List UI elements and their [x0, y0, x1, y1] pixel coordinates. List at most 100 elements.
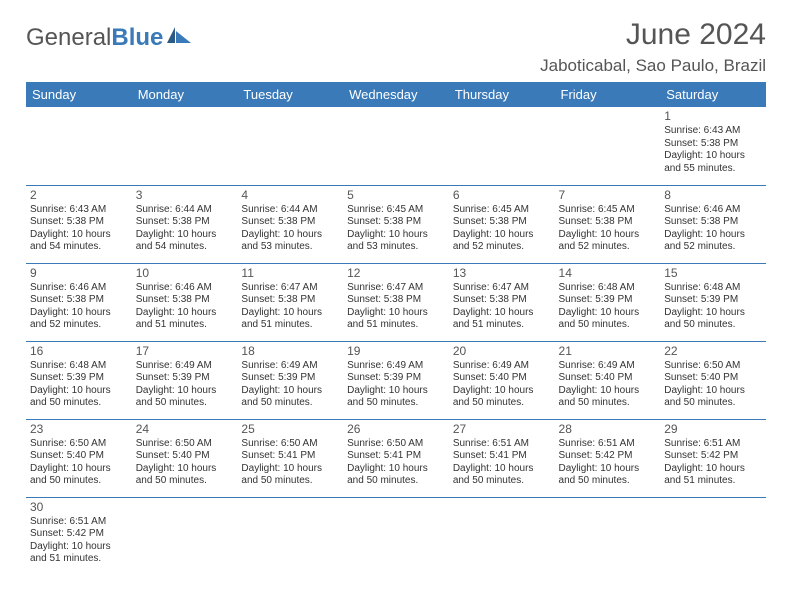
calendar-row: 16Sunrise: 6:48 AMSunset: 5:39 PMDayligh… [26, 341, 766, 419]
day-number: 4 [241, 188, 339, 203]
day-detail: Sunrise: 6:46 AM [664, 204, 762, 217]
day-detail: Sunset: 5:40 PM [30, 450, 128, 463]
weekday-header: Saturday [660, 82, 766, 107]
day-detail: Sunset: 5:38 PM [136, 216, 234, 229]
weekday-header-row: Sunday Monday Tuesday Wednesday Thursday… [26, 82, 766, 107]
day-detail: Daylight: 10 hours [136, 463, 234, 476]
calendar-cell: 26Sunrise: 6:50 AMSunset: 5:41 PMDayligh… [343, 419, 449, 497]
day-detail: Sunrise: 6:45 AM [559, 204, 657, 217]
day-detail: and 50 minutes. [453, 397, 551, 410]
day-detail: Sunrise: 6:48 AM [559, 282, 657, 295]
calendar-cell: 20Sunrise: 6:49 AMSunset: 5:40 PMDayligh… [449, 341, 555, 419]
calendar-cell [343, 497, 449, 575]
calendar-cell: 21Sunrise: 6:49 AMSunset: 5:40 PMDayligh… [555, 341, 661, 419]
day-detail: and 50 minutes. [241, 397, 339, 410]
calendar-cell: 15Sunrise: 6:48 AMSunset: 5:39 PMDayligh… [660, 263, 766, 341]
day-number: 12 [347, 266, 445, 281]
calendar-cell: 18Sunrise: 6:49 AMSunset: 5:39 PMDayligh… [237, 341, 343, 419]
day-detail: and 50 minutes. [453, 475, 551, 488]
day-detail: Daylight: 10 hours [664, 463, 762, 476]
day-detail: and 54 minutes. [30, 241, 128, 254]
day-detail: Sunset: 5:38 PM [559, 216, 657, 229]
day-detail: and 50 minutes. [664, 397, 762, 410]
brand-part2: Blue [111, 24, 163, 52]
day-detail: Sunset: 5:42 PM [559, 450, 657, 463]
day-detail: and 51 minutes. [664, 475, 762, 488]
day-detail: Sunset: 5:38 PM [453, 216, 551, 229]
day-detail: Sunrise: 6:44 AM [136, 204, 234, 217]
day-detail: Sunrise: 6:50 AM [136, 438, 234, 451]
day-detail: Sunrise: 6:44 AM [241, 204, 339, 217]
day-number: 29 [664, 422, 762, 437]
day-detail: Sunset: 5:39 PM [241, 372, 339, 385]
day-detail: and 50 minutes. [559, 475, 657, 488]
brand-part1: General [26, 24, 111, 52]
day-detail: and 50 minutes. [241, 475, 339, 488]
day-detail: Daylight: 10 hours [241, 307, 339, 320]
day-detail: Sunrise: 6:47 AM [347, 282, 445, 295]
day-detail: Sunset: 5:38 PM [664, 216, 762, 229]
day-detail: Daylight: 10 hours [30, 463, 128, 476]
day-detail: Daylight: 10 hours [664, 307, 762, 320]
day-detail: Sunrise: 6:51 AM [559, 438, 657, 451]
day-number: 20 [453, 344, 551, 359]
day-detail: and 51 minutes. [453, 319, 551, 332]
calendar-cell: 13Sunrise: 6:47 AMSunset: 5:38 PMDayligh… [449, 263, 555, 341]
day-detail: Sunrise: 6:48 AM [30, 360, 128, 373]
day-number: 7 [559, 188, 657, 203]
day-detail: Daylight: 10 hours [559, 463, 657, 476]
day-detail: Sunrise: 6:45 AM [347, 204, 445, 217]
day-detail: Sunset: 5:38 PM [347, 216, 445, 229]
calendar-cell: 19Sunrise: 6:49 AMSunset: 5:39 PMDayligh… [343, 341, 449, 419]
day-detail: Sunset: 5:38 PM [136, 294, 234, 307]
header: GeneralBlue June 2024 [26, 18, 766, 52]
day-detail: and 54 minutes. [136, 241, 234, 254]
day-detail: Sunrise: 6:49 AM [347, 360, 445, 373]
calendar-cell: 29Sunrise: 6:51 AMSunset: 5:42 PMDayligh… [660, 419, 766, 497]
day-detail: and 50 minutes. [136, 475, 234, 488]
calendar-cell [237, 497, 343, 575]
day-detail: Sunrise: 6:51 AM [453, 438, 551, 451]
calendar-cell: 8Sunrise: 6:46 AMSunset: 5:38 PMDaylight… [660, 185, 766, 263]
day-detail: Sunset: 5:39 PM [347, 372, 445, 385]
calendar-row: 30Sunrise: 6:51 AMSunset: 5:42 PMDayligh… [26, 497, 766, 575]
calendar-row: 23Sunrise: 6:50 AMSunset: 5:40 PMDayligh… [26, 419, 766, 497]
calendar-cell: 3Sunrise: 6:44 AMSunset: 5:38 PMDaylight… [132, 185, 238, 263]
day-number: 23 [30, 422, 128, 437]
calendar-table: Sunday Monday Tuesday Wednesday Thursday… [26, 82, 766, 575]
day-detail: Sunrise: 6:50 AM [241, 438, 339, 451]
calendar-cell: 7Sunrise: 6:45 AMSunset: 5:38 PMDaylight… [555, 185, 661, 263]
day-detail: Sunset: 5:38 PM [453, 294, 551, 307]
day-number: 9 [30, 266, 128, 281]
calendar-cell: 25Sunrise: 6:50 AMSunset: 5:41 PMDayligh… [237, 419, 343, 497]
day-number: 3 [136, 188, 234, 203]
day-number: 1 [664, 109, 762, 124]
day-number: 2 [30, 188, 128, 203]
calendar-cell [449, 497, 555, 575]
calendar-row: 1Sunrise: 6:43 AMSunset: 5:38 PMDaylight… [26, 107, 766, 185]
day-detail: and 50 minutes. [347, 475, 445, 488]
day-detail: Sunset: 5:38 PM [347, 294, 445, 307]
day-detail: and 51 minutes. [30, 553, 128, 566]
day-detail: Sunset: 5:42 PM [664, 450, 762, 463]
day-detail: and 52 minutes. [30, 319, 128, 332]
calendar-cell: 14Sunrise: 6:48 AMSunset: 5:39 PMDayligh… [555, 263, 661, 341]
day-detail: Sunset: 5:39 PM [30, 372, 128, 385]
calendar-cell: 23Sunrise: 6:50 AMSunset: 5:40 PMDayligh… [26, 419, 132, 497]
day-detail: Sunrise: 6:46 AM [30, 282, 128, 295]
day-number: 14 [559, 266, 657, 281]
day-number: 16 [30, 344, 128, 359]
day-detail: Daylight: 10 hours [347, 307, 445, 320]
day-detail: and 52 minutes. [559, 241, 657, 254]
day-detail: Daylight: 10 hours [664, 229, 762, 242]
day-detail: and 52 minutes. [453, 241, 551, 254]
calendar-cell: 22Sunrise: 6:50 AMSunset: 5:40 PMDayligh… [660, 341, 766, 419]
calendar-row: 9Sunrise: 6:46 AMSunset: 5:38 PMDaylight… [26, 263, 766, 341]
day-detail: Sunset: 5:38 PM [30, 216, 128, 229]
calendar-cell: 17Sunrise: 6:49 AMSunset: 5:39 PMDayligh… [132, 341, 238, 419]
day-number: 21 [559, 344, 657, 359]
weekday-header: Wednesday [343, 82, 449, 107]
calendar-cell [660, 497, 766, 575]
day-detail: Sunrise: 6:43 AM [664, 125, 762, 138]
calendar-cell: 27Sunrise: 6:51 AMSunset: 5:41 PMDayligh… [449, 419, 555, 497]
